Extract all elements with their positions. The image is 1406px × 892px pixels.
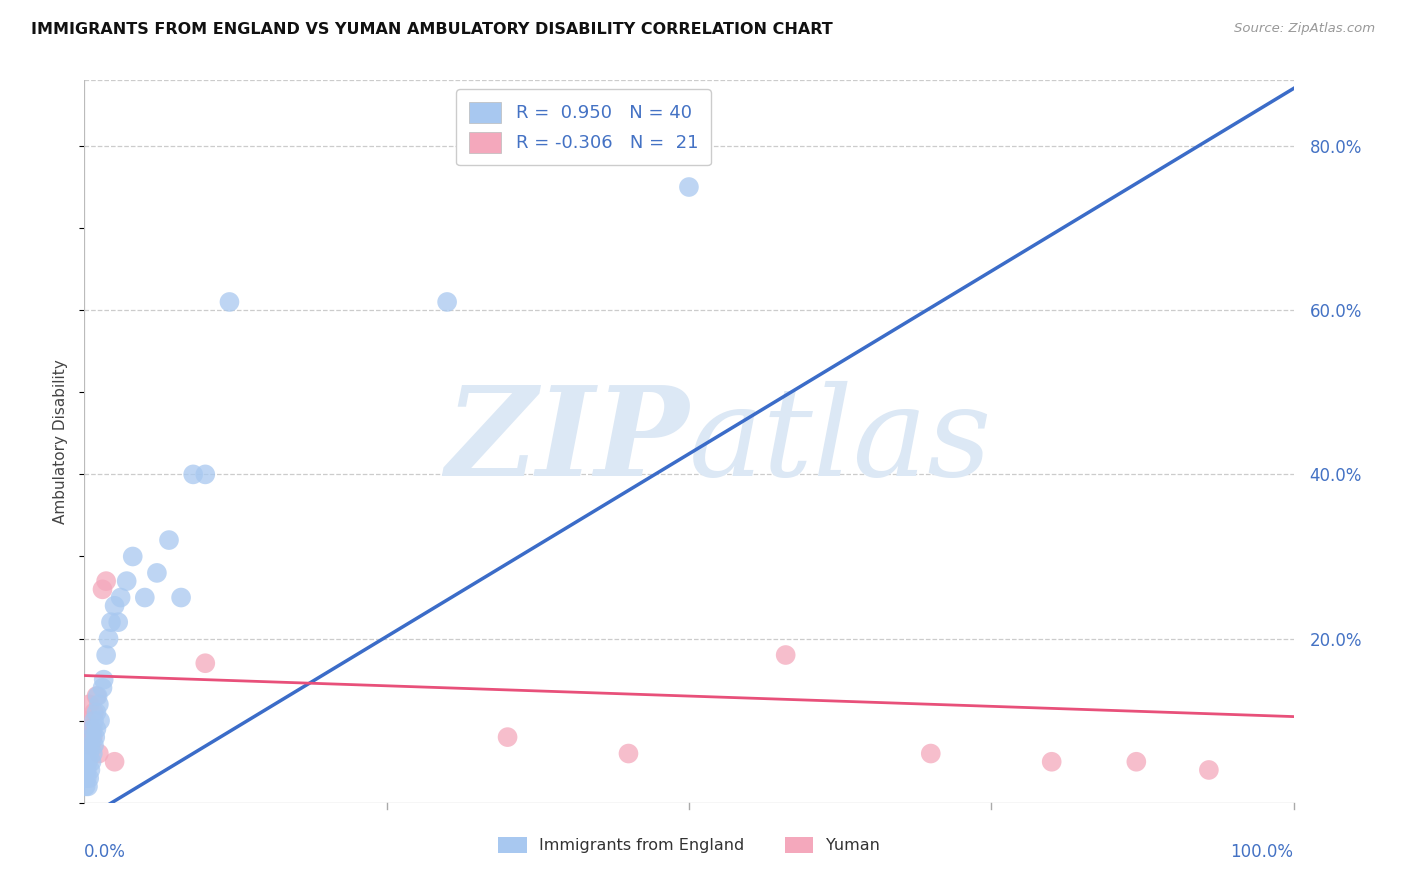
Point: [100, 615, 122, 630]
Point: [82, 730, 104, 744]
Point: [86, 689, 108, 703]
Point: [83, 739, 105, 753]
Point: [87, 747, 110, 761]
Point: [76, 714, 98, 728]
Text: IMMIGRANTS FROM ENGLAND VS YUMAN AMBULATORY DISABILITY CORRELATION CHART: IMMIGRANTS FROM ENGLAND VS YUMAN AMBULAT…: [31, 22, 832, 37]
Point: [194, 467, 217, 482]
Point: [87, 698, 110, 712]
Point: [77, 722, 100, 736]
Point: [86, 689, 108, 703]
Text: 0.0%: 0.0%: [84, 843, 127, 861]
Point: [94, 574, 117, 588]
Text: ZIP: ZIP: [446, 381, 689, 502]
Point: [170, 591, 193, 605]
Point: [83, 706, 105, 720]
Point: [84, 730, 107, 744]
Point: [76, 771, 98, 785]
Point: [121, 549, 143, 564]
Point: [218, 295, 240, 310]
Point: [83, 714, 105, 728]
Point: [75, 730, 97, 744]
Point: [77, 698, 100, 712]
Point: [82, 747, 104, 761]
Point: [1198, 763, 1220, 777]
Point: [79, 739, 101, 753]
Point: [77, 747, 100, 761]
Point: [104, 755, 127, 769]
Point: [110, 591, 132, 605]
Point: [115, 574, 138, 588]
Point: [75, 780, 97, 794]
Point: [77, 780, 100, 794]
Point: [146, 566, 169, 580]
Point: [104, 599, 127, 613]
Point: [181, 467, 204, 482]
Point: [80, 755, 103, 769]
Point: [1040, 755, 1063, 769]
Point: [496, 730, 519, 744]
Point: [80, 722, 103, 736]
Point: [86, 722, 108, 736]
Point: [77, 755, 100, 769]
Point: [775, 648, 797, 662]
Point: [93, 673, 115, 687]
Point: [617, 747, 640, 761]
Point: [678, 180, 700, 194]
Point: [80, 730, 103, 744]
Point: [920, 747, 942, 761]
Text: 100.0%: 100.0%: [1230, 843, 1294, 861]
Point: [89, 714, 111, 728]
Text: atlas: atlas: [689, 381, 993, 502]
Y-axis label: Ambulatory Disability: Ambulatory Disability: [53, 359, 69, 524]
Point: [77, 771, 100, 785]
Point: [134, 591, 156, 605]
Point: [76, 763, 98, 777]
Text: Source: ZipAtlas.com: Source: ZipAtlas.com: [1234, 22, 1375, 36]
Point: [86, 706, 108, 720]
Point: [157, 533, 180, 547]
Point: [91, 681, 114, 695]
Point: [94, 648, 117, 662]
Point: [194, 657, 217, 671]
Point: [91, 582, 114, 597]
Point: [82, 722, 104, 736]
Point: [79, 739, 101, 753]
Legend: Immigrants from England, Yuman: Immigrants from England, Yuman: [492, 830, 886, 860]
Point: [79, 763, 101, 777]
Point: [436, 295, 458, 310]
Point: [107, 615, 129, 630]
Point: [1125, 755, 1147, 769]
Point: [97, 632, 120, 646]
